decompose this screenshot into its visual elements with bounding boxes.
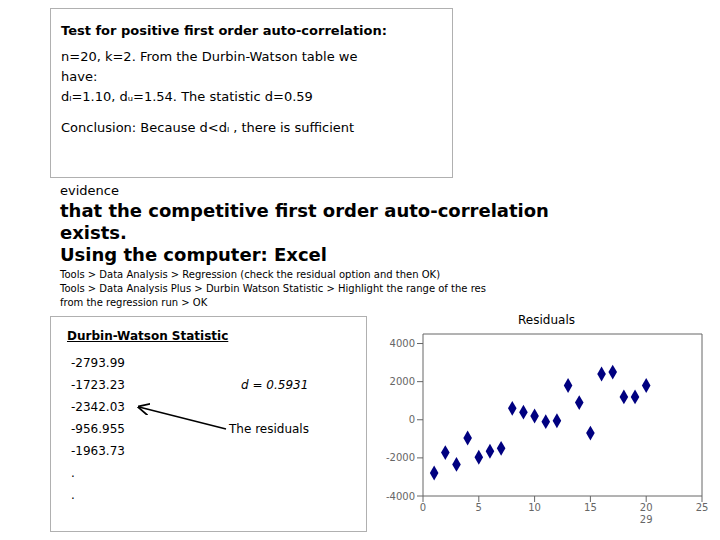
html-text:Tools > Data Analysis Plus > D: Tools > Data Analysis Plus > Durbin Wats… <box>60 283 486 294</box>
html-text:Test for positive first order: Test for positive first order auto-corre… <box>61 23 387 38</box>
html-text:d = 0.5931: d = 0.5931 <box>241 378 309 392</box>
html-text:Durbin-Watson Statistic: Durbin-Watson Statistic <box>67 329 229 343</box>
html-text:Conclusion: Because d<dₗ , the: Conclusion: Because d<dₗ , there is suff… <box>61 120 355 135</box>
html-text:-2342.03: -2342.03 <box>71 400 125 414</box>
svg-text:0: 0 <box>409 414 415 425</box>
svg-text:25: 25 <box>696 502 709 513</box>
html-text:-956.955: -956.955 <box>71 422 125 436</box>
svg-text:4000: 4000 <box>390 338 415 349</box>
svg-text:10: 10 <box>528 502 541 513</box>
html-text:-1963.73: -1963.73 <box>71 444 125 458</box>
svg-text:-2000: -2000 <box>386 452 415 463</box>
html-text:from the regression run > OK: from the regression run > OK <box>60 297 208 308</box>
html-text:Residuals: Residuals <box>518 313 575 327</box>
svg-text:-4000: -4000 <box>386 491 415 502</box>
svg-text:5: 5 <box>476 502 482 513</box>
html-text:exists.: exists. <box>60 222 127 243</box>
html-text:have:: have: <box>61 69 98 84</box>
html-text:dₗ=1.10, dᵤ=1.54. The statisti: dₗ=1.10, dᵤ=1.54. The statistic d=0.59 <box>61 89 313 104</box>
html-text:Using the computer: Excel: Using the computer: Excel <box>60 244 327 265</box>
svg-text:20: 20 <box>640 502 653 513</box>
svg-text:0: 0 <box>420 502 426 513</box>
html-text:-1723.23: -1723.23 <box>71 378 125 392</box>
html-text:that the competitive first ord: that the competitive first order auto-co… <box>60 200 549 221</box>
html-text:n=20, k=2. From the Durbin-Wat: n=20, k=2. From the Durbin-Watson table … <box>61 49 358 64</box>
html-text:evidence: evidence <box>60 183 119 198</box>
svg-text:29: 29 <box>640 514 653 525</box>
html-text:-2793.99: -2793.99 <box>71 356 125 370</box>
html-text:Tools > Data Analysis > Regres: Tools > Data Analysis > Regression (chec… <box>60 269 440 280</box>
html-text:The residuals: The residuals <box>229 422 309 436</box>
svg-text:15: 15 <box>584 502 597 513</box>
svg-text:2000: 2000 <box>390 376 415 387</box>
